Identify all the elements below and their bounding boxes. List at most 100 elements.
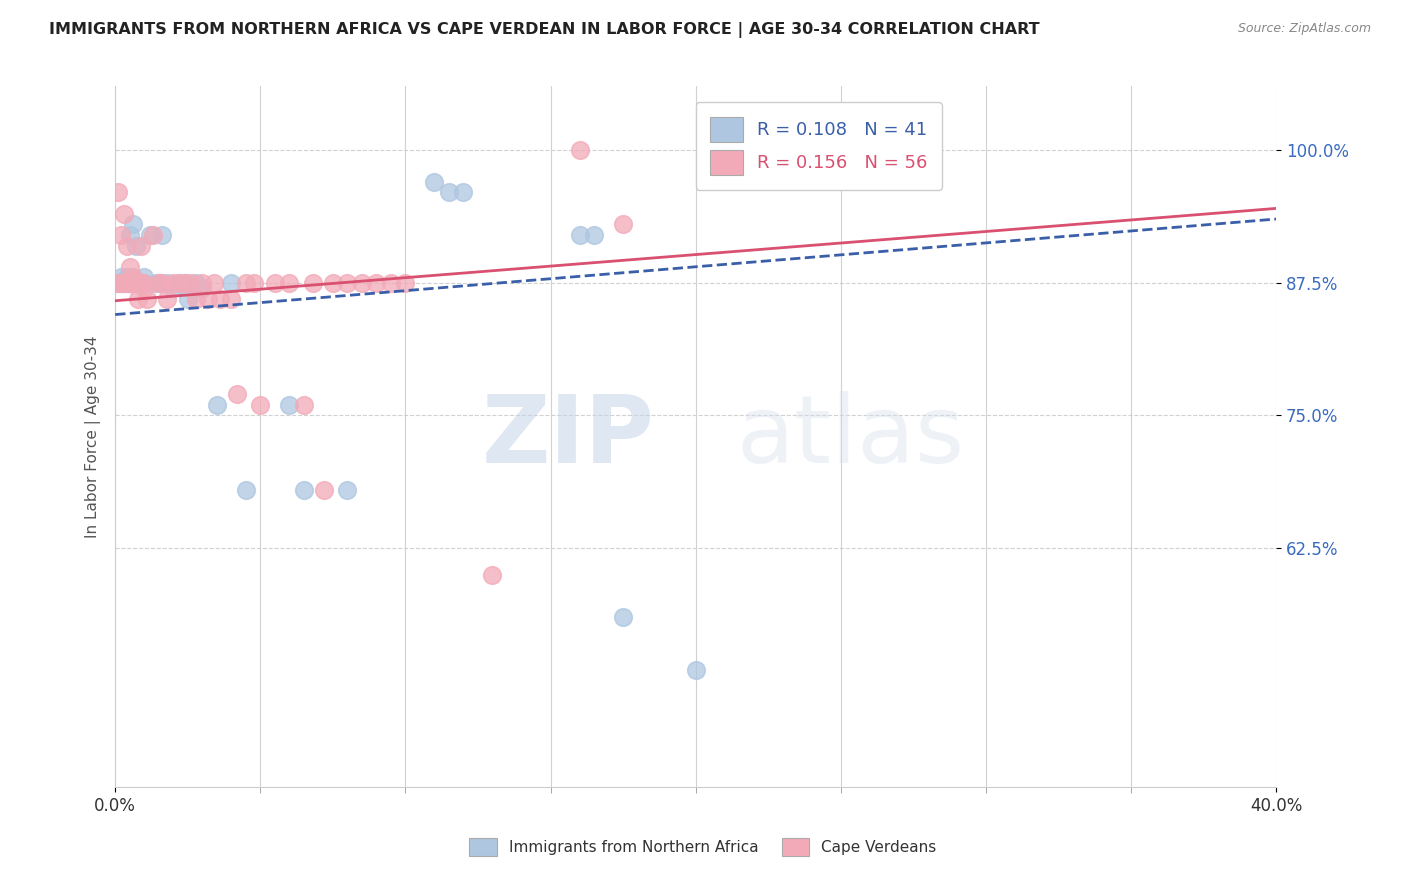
- Point: [127, 292, 149, 306]
- Point: [118, 276, 141, 290]
- Point: [162, 276, 184, 290]
- Point: [568, 227, 591, 242]
- Point: [568, 143, 591, 157]
- Point: [235, 276, 257, 290]
- Point: [124, 276, 146, 290]
- Point: [380, 276, 402, 290]
- Point: [235, 483, 257, 497]
- Point: [366, 276, 388, 290]
- Text: ZIP: ZIP: [482, 391, 655, 483]
- Point: [118, 270, 141, 285]
- Point: [437, 186, 460, 200]
- Point: [292, 483, 315, 497]
- Point: [350, 276, 373, 290]
- Point: [148, 276, 170, 290]
- Point: [336, 483, 359, 497]
- Point: [134, 270, 156, 285]
- Point: [150, 276, 173, 290]
- Point: [136, 292, 159, 306]
- Point: [301, 276, 323, 290]
- Point: [481, 567, 503, 582]
- Point: [134, 276, 156, 290]
- Point: [314, 483, 336, 497]
- Point: [278, 398, 301, 412]
- Point: [180, 276, 202, 290]
- Point: [173, 276, 195, 290]
- Point: [124, 238, 146, 252]
- Text: IMMIGRANTS FROM NORTHERN AFRICA VS CAPE VERDEAN IN LABOR FORCE | AGE 30-34 CORRE: IMMIGRANTS FROM NORTHERN AFRICA VS CAPE …: [49, 22, 1040, 38]
- Text: atlas: atlas: [737, 391, 965, 483]
- Legend: R = 0.108   N = 41, R = 0.156   N = 56: R = 0.108 N = 41, R = 0.156 N = 56: [696, 103, 942, 190]
- Point: [219, 292, 242, 306]
- Point: [167, 276, 190, 290]
- Point: [186, 292, 208, 306]
- Point: [121, 217, 143, 231]
- Point: [124, 276, 146, 290]
- Point: [685, 663, 707, 677]
- Point: [121, 276, 143, 290]
- Point: [118, 260, 141, 274]
- Point: [167, 276, 190, 290]
- Point: [145, 276, 167, 290]
- Point: [612, 217, 634, 231]
- Legend: Immigrants from Northern Africa, Cape Verdeans: Immigrants from Northern Africa, Cape Ve…: [463, 832, 943, 862]
- Point: [115, 270, 138, 285]
- Point: [205, 398, 228, 412]
- Point: [110, 227, 132, 242]
- Point: [112, 276, 135, 290]
- Point: [110, 276, 132, 290]
- Text: Source: ZipAtlas.com: Source: ZipAtlas.com: [1237, 22, 1371, 36]
- Point: [394, 276, 416, 290]
- Point: [112, 207, 135, 221]
- Point: [131, 276, 153, 290]
- Point: [208, 292, 231, 306]
- Point: [150, 227, 173, 242]
- Point: [243, 276, 266, 290]
- Point: [118, 276, 141, 290]
- Point: [118, 276, 141, 290]
- Point: [423, 175, 446, 189]
- Point: [131, 238, 153, 252]
- Point: [278, 276, 301, 290]
- Point: [249, 398, 271, 412]
- Point: [292, 398, 315, 412]
- Point: [131, 276, 153, 290]
- Point: [121, 270, 143, 285]
- Point: [226, 387, 249, 401]
- Point: [453, 186, 475, 200]
- Point: [142, 227, 165, 242]
- Point: [121, 276, 143, 290]
- Point: [110, 276, 132, 290]
- Point: [139, 227, 162, 242]
- Point: [162, 281, 184, 295]
- Point: [322, 276, 344, 290]
- Point: [148, 276, 170, 290]
- Point: [263, 276, 285, 290]
- Point: [612, 610, 634, 624]
- Point: [110, 270, 132, 285]
- Point: [112, 276, 135, 290]
- Point: [177, 292, 200, 306]
- Point: [197, 292, 219, 306]
- Point: [121, 276, 143, 290]
- Point: [191, 281, 214, 295]
- Point: [127, 276, 149, 290]
- Point: [115, 238, 138, 252]
- Point: [104, 276, 127, 290]
- Y-axis label: In Labor Force | Age 30-34: In Labor Force | Age 30-34: [86, 335, 101, 538]
- Point: [156, 292, 179, 306]
- Point: [134, 281, 156, 295]
- Point: [202, 276, 225, 290]
- Point: [134, 276, 156, 290]
- Point: [583, 227, 606, 242]
- Point: [107, 186, 129, 200]
- Point: [186, 276, 208, 290]
- Point: [336, 276, 359, 290]
- Point: [107, 276, 129, 290]
- Point: [118, 227, 141, 242]
- Point: [219, 276, 242, 290]
- Point: [156, 276, 179, 290]
- Point: [127, 276, 149, 290]
- Point: [115, 276, 138, 290]
- Point: [115, 276, 138, 290]
